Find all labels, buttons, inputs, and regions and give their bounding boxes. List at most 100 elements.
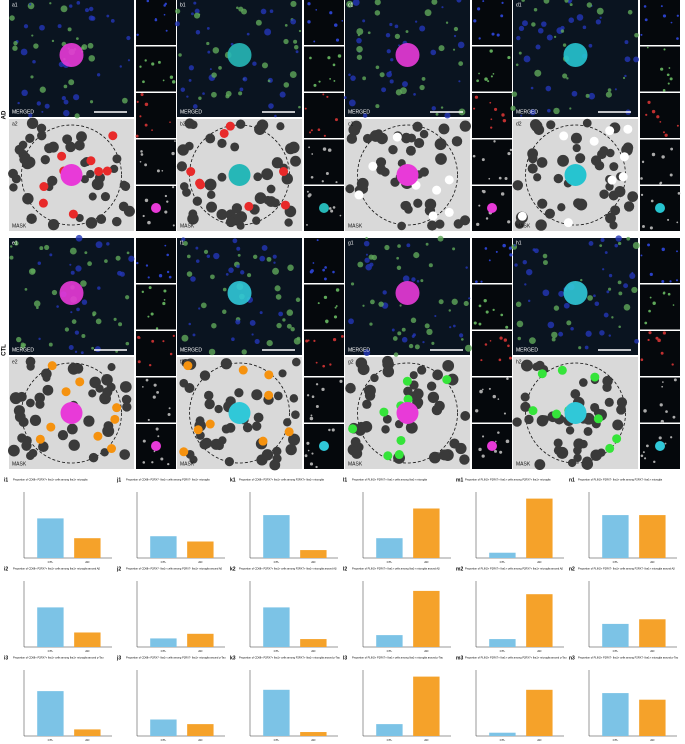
nucleus — [388, 144, 398, 155]
channel-image — [472, 331, 512, 376]
cell — [611, 316, 614, 319]
nucleus — [263, 195, 273, 205]
cell — [183, 240, 188, 246]
nucleus — [176, 161, 187, 172]
channel-cell — [659, 181, 663, 185]
channel-cell — [659, 403, 663, 407]
channel-cell — [140, 150, 143, 153]
channel-cell — [640, 454, 644, 458]
channel-cell — [661, 385, 664, 388]
nucleus — [252, 216, 261, 225]
channel-cell — [309, 462, 314, 466]
cell — [283, 82, 290, 88]
bar — [300, 732, 327, 736]
channel-cell — [312, 262, 315, 264]
chart-label: n2 — [569, 566, 575, 572]
marked-cell — [102, 166, 112, 176]
cell — [553, 305, 560, 311]
nucleus — [8, 444, 20, 457]
cell — [75, 234, 83, 242]
marked-cell — [619, 152, 629, 162]
cell — [39, 86, 46, 93]
cell — [272, 254, 277, 259]
channel-cell — [168, 407, 171, 410]
cell — [63, 109, 70, 117]
channel-cell — [148, 363, 152, 367]
cell — [181, 237, 186, 242]
center-cell — [227, 281, 252, 305]
channel-cell — [490, 118, 493, 121]
cell — [394, 24, 399, 29]
bar — [413, 676, 440, 736]
marked-cell — [402, 376, 412, 386]
panel-label: d1 — [516, 2, 522, 8]
channel-cell — [480, 280, 483, 283]
channel-cell — [507, 55, 511, 60]
cell — [390, 58, 394, 62]
cell — [631, 286, 638, 294]
cell — [228, 267, 234, 273]
cell — [295, 297, 301, 303]
nucleus — [217, 138, 227, 149]
nucleus — [242, 422, 253, 433]
nucleus — [281, 173, 293, 185]
cell — [289, 71, 297, 78]
channel-cell — [147, 315, 150, 318]
channel-cell — [666, 73, 670, 77]
cell — [392, 336, 398, 341]
cell — [38, 337, 41, 341]
marked-cell — [196, 180, 206, 190]
channel-image — [136, 238, 176, 283]
channel-cell — [322, 147, 327, 151]
channel-cell — [676, 221, 679, 224]
channel-cell — [662, 381, 664, 383]
center-mask — [60, 402, 83, 424]
nucleus — [85, 217, 98, 229]
cell — [634, 338, 639, 344]
cell — [175, 8, 181, 14]
channel-cell — [484, 343, 488, 346]
nucleus — [271, 157, 283, 169]
merged-label: MERGED — [180, 347, 202, 353]
nucleus — [614, 186, 626, 198]
cell — [534, 69, 542, 77]
cell — [399, 304, 402, 307]
chart-title: Proportion of CD68+ P2RX7+ Iba1+ cells a… — [239, 478, 324, 482]
mask-label: MASK — [180, 223, 195, 229]
nucleus — [234, 388, 244, 398]
cell — [402, 81, 408, 88]
chart-label: k3 — [230, 655, 236, 661]
center-cell — [59, 281, 84, 305]
marked-cell — [444, 175, 454, 185]
nucleus — [76, 131, 87, 143]
x-tick-label: AD — [198, 560, 203, 564]
cell — [295, 50, 299, 54]
nucleus — [26, 362, 35, 371]
cell — [31, 34, 34, 37]
cell — [546, 34, 553, 41]
channel-cell — [478, 322, 482, 326]
channel-cell — [483, 298, 487, 303]
channel-cell — [332, 337, 337, 342]
cell — [422, 341, 425, 344]
nucleus — [252, 421, 262, 431]
channel-cell — [304, 107, 307, 110]
nucleus — [570, 132, 582, 144]
cell — [618, 325, 621, 329]
cell — [80, 280, 87, 287]
channel-cell — [662, 331, 666, 335]
cell — [545, 85, 552, 92]
channel-cell — [485, 217, 489, 220]
channel-cell — [307, 20, 311, 24]
cell — [594, 301, 600, 307]
channel-cell — [477, 7, 481, 11]
cell — [259, 255, 266, 262]
cell — [269, 9, 274, 14]
x-tick-label: AD — [311, 649, 316, 653]
cell — [14, 241, 19, 246]
channel-cell — [141, 290, 145, 294]
cell — [362, 76, 367, 81]
cell — [369, 322, 373, 326]
chart-label: m2 — [456, 566, 463, 572]
nucleus — [557, 154, 569, 167]
